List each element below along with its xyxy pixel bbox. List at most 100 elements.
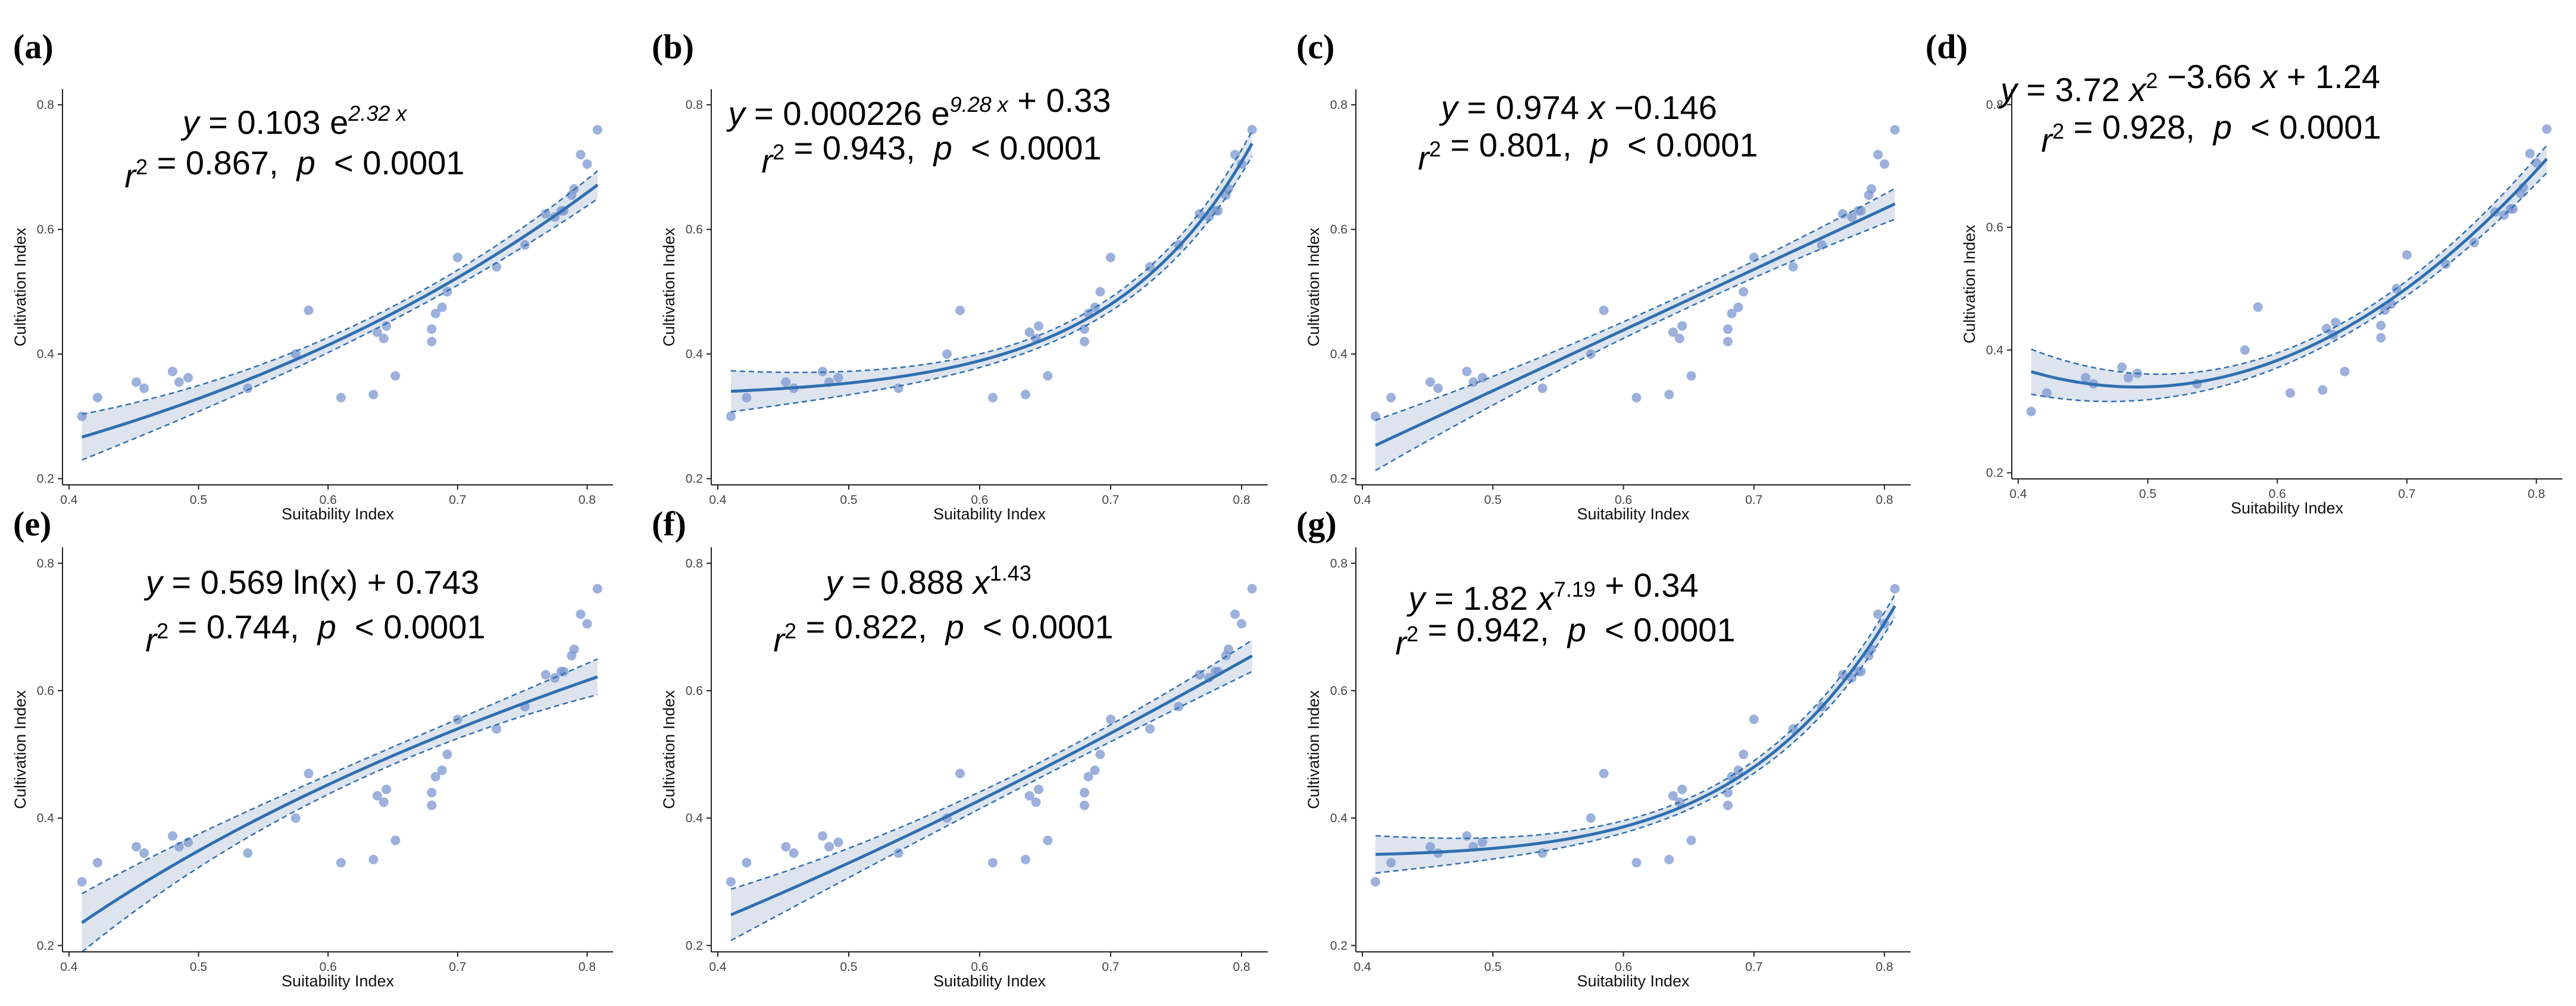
x-tick-label: 0.4 (2009, 487, 2027, 501)
y-tick-label: 0.4 (1986, 343, 2004, 357)
data-point (2081, 372, 2091, 383)
data-point (559, 666, 569, 676)
data-point (390, 371, 401, 381)
data-point (789, 848, 799, 858)
x-tick-label: 0.6 (1615, 960, 1632, 974)
y-axis-title: Cultivation Index (1305, 690, 1323, 809)
data-point (1733, 302, 1743, 312)
y-tick-label: 0.2 (1330, 472, 1348, 486)
ci-upper-line (1375, 187, 1896, 421)
data-point (168, 366, 177, 377)
panel-f: (f) 0.4 0.5 0.6 0.7 0.8 0.2 0.4 0.6 0.8 Suitabilit… (652, 504, 1268, 990)
data-point (1788, 262, 1798, 272)
x-tick-label: 0.7 (1102, 493, 1119, 507)
panel-label: (e) (13, 504, 51, 543)
data-point (92, 858, 102, 868)
data-point (183, 372, 193, 383)
x-axis-title: Suitability Index (933, 972, 1046, 990)
x-tick-label: 0.6 (2269, 487, 2286, 501)
data-point (368, 854, 379, 864)
data-point (2026, 406, 2036, 416)
fit-statistics: r2 = 0.822, p < 0.0001 (773, 608, 1113, 659)
data-point (582, 619, 592, 629)
fit-statistics: r2 = 0.867, p < 0.0001 (124, 144, 464, 195)
x-tick-label: 0.7 (1745, 960, 1762, 974)
ci-lower-line (2031, 172, 2547, 403)
data-point (382, 784, 392, 794)
x-tick-label: 0.4 (1353, 960, 1371, 974)
y-axis-title: Cultivation Index (1305, 227, 1323, 346)
y-tick-label: 0.8 (686, 98, 703, 112)
data-point (781, 377, 791, 387)
data-point (2376, 321, 2386, 331)
data-point (1462, 366, 1472, 377)
ci-upper-line (2031, 145, 2547, 375)
data-point (168, 831, 177, 841)
data-point (1021, 854, 1030, 864)
data-point (1599, 769, 1609, 779)
confidence-band (1375, 188, 1895, 471)
data-point (372, 327, 382, 337)
data-point (304, 305, 314, 315)
data-point (1668, 327, 1678, 337)
data-point (1230, 609, 1240, 619)
data-point (2340, 366, 2350, 377)
data-point (1386, 858, 1396, 868)
x-tick-label: 0.8 (2528, 487, 2545, 501)
ci-lower-line (1375, 218, 1896, 471)
data-point (1425, 842, 1435, 852)
x-tick-label: 0.4 (709, 493, 727, 507)
y-tick-label: 0.4 (686, 347, 704, 361)
x-tick-label: 0.7 (449, 960, 466, 974)
x-tick-label: 0.6 (320, 960, 337, 974)
data-point (2117, 362, 2127, 372)
x-tick-label: 0.6 (971, 493, 988, 507)
fit-equation: y = 3.72 x2 −3.66 x + 1.24 (1998, 58, 2380, 108)
data-point (2318, 385, 2328, 395)
data-point (1722, 800, 1733, 810)
confidence-band (82, 171, 598, 460)
data-point (336, 858, 346, 868)
data-point (1095, 287, 1105, 297)
x-tick-label: 0.8 (579, 493, 596, 507)
fit-statistics: r2 = 0.943, p < 0.0001 (761, 129, 1101, 180)
x-tick-label: 0.5 (190, 960, 207, 974)
fit-equation: y = 0.103 e2.32 x (180, 101, 408, 141)
ci-lower-line (81, 694, 598, 953)
data-point (1433, 383, 1443, 393)
data-point (1733, 765, 1743, 775)
data-point (427, 800, 437, 810)
data-point (139, 848, 149, 858)
data-point (1237, 619, 1246, 629)
data-point (988, 858, 998, 868)
data-point (2331, 317, 2341, 327)
x-tick-label: 0.7 (449, 493, 466, 507)
panel-b: (b) 0.4 0.5 0.6 0.7 0.8 0.2 0.4 0.6 0.8 Suitabilit… (652, 27, 1268, 523)
y-tick-label: 0.4 (1330, 347, 1348, 361)
data-point (2042, 388, 2052, 398)
y-tick-label: 0.4 (1330, 811, 1348, 825)
data-point (430, 309, 440, 319)
data-point (540, 670, 551, 680)
panel-label: (f) (652, 504, 686, 543)
data-point (2441, 259, 2451, 269)
y-tick-label: 0.8 (686, 557, 703, 571)
y-tick-label: 0.8 (1330, 98, 1348, 112)
data-point (1080, 788, 1089, 798)
data-point (1080, 324, 1089, 334)
data-point (92, 393, 102, 403)
data-point (1080, 337, 1089, 347)
data-point (1034, 784, 1043, 794)
data-point (1425, 377, 1435, 387)
data-point (139, 383, 149, 393)
x-axis-title: Suitability Index (2231, 499, 2344, 517)
ci-lower-line (82, 198, 598, 461)
data-point (336, 393, 346, 403)
x-tick-label: 0.5 (190, 493, 207, 507)
data-point (2525, 149, 2535, 159)
x-axis-title: Suitability Index (282, 972, 395, 990)
x-axis-title: Suitability Index (1577, 972, 1690, 990)
x-tick-label: 0.8 (1876, 493, 1893, 507)
data-point (1145, 724, 1155, 734)
data-point (1856, 666, 1866, 676)
